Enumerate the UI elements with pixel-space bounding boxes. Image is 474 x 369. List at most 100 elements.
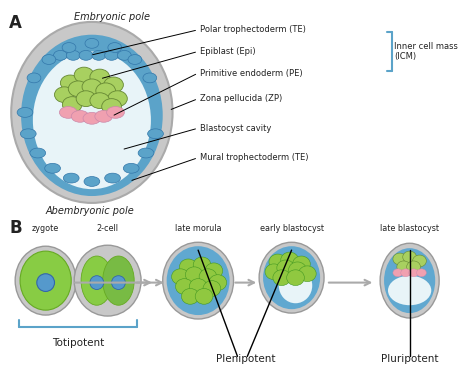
Ellipse shape <box>182 289 199 304</box>
Ellipse shape <box>407 261 420 273</box>
Ellipse shape <box>138 148 154 158</box>
Ellipse shape <box>64 173 79 183</box>
Ellipse shape <box>263 246 320 309</box>
Ellipse shape <box>118 51 131 60</box>
Ellipse shape <box>84 176 100 186</box>
Ellipse shape <box>85 38 99 48</box>
Ellipse shape <box>384 248 435 313</box>
Ellipse shape <box>108 91 128 107</box>
Text: B: B <box>9 219 22 237</box>
Ellipse shape <box>409 269 419 277</box>
Text: Pluripotent: Pluripotent <box>381 354 438 365</box>
Ellipse shape <box>265 264 283 280</box>
Ellipse shape <box>172 269 189 284</box>
Ellipse shape <box>299 266 316 282</box>
Ellipse shape <box>269 254 287 270</box>
Text: Blastocyst cavity: Blastocyst cavity <box>200 124 272 132</box>
Ellipse shape <box>393 253 407 265</box>
Ellipse shape <box>123 163 139 173</box>
Ellipse shape <box>76 91 96 107</box>
Ellipse shape <box>273 270 291 286</box>
Text: Mural trophectoderm (TE): Mural trophectoderm (TE) <box>200 153 309 162</box>
Ellipse shape <box>167 246 229 315</box>
Text: 2-cell: 2-cell <box>97 224 118 232</box>
Circle shape <box>37 274 55 292</box>
Ellipse shape <box>401 269 410 277</box>
Ellipse shape <box>189 279 207 294</box>
Text: Polar trophectoderm (TE): Polar trophectoderm (TE) <box>200 25 306 34</box>
Ellipse shape <box>54 51 67 60</box>
Ellipse shape <box>281 252 299 268</box>
Circle shape <box>111 276 125 290</box>
Text: Inner cell mass
(ICM): Inner cell mass (ICM) <box>394 42 458 61</box>
Text: Embryonic pole: Embryonic pole <box>73 12 150 22</box>
Ellipse shape <box>90 69 109 85</box>
Ellipse shape <box>205 263 223 279</box>
Ellipse shape <box>66 51 80 60</box>
Text: Abembryonic pole: Abembryonic pole <box>46 206 134 216</box>
Text: Epiblast (Epi): Epiblast (Epi) <box>200 47 256 56</box>
Ellipse shape <box>20 251 71 310</box>
Ellipse shape <box>397 261 410 273</box>
Ellipse shape <box>11 22 173 203</box>
Ellipse shape <box>380 243 439 318</box>
Ellipse shape <box>63 97 82 113</box>
Ellipse shape <box>21 35 163 196</box>
Ellipse shape <box>83 113 101 124</box>
Ellipse shape <box>74 67 94 83</box>
Ellipse shape <box>163 242 234 319</box>
Text: late morula: late morula <box>175 224 221 232</box>
Ellipse shape <box>102 99 121 114</box>
Text: early blastocyst: early blastocyst <box>260 224 324 232</box>
Ellipse shape <box>30 148 46 158</box>
Ellipse shape <box>71 110 89 122</box>
Ellipse shape <box>68 81 88 97</box>
Ellipse shape <box>107 107 124 118</box>
Ellipse shape <box>279 268 312 303</box>
Ellipse shape <box>79 51 93 60</box>
Ellipse shape <box>393 269 403 277</box>
Ellipse shape <box>185 267 203 283</box>
Ellipse shape <box>27 73 41 83</box>
Ellipse shape <box>96 83 116 99</box>
Ellipse shape <box>259 242 324 313</box>
Ellipse shape <box>20 129 36 139</box>
Ellipse shape <box>412 255 426 267</box>
Text: Plenipotent: Plenipotent <box>216 354 275 365</box>
Ellipse shape <box>92 51 106 60</box>
Ellipse shape <box>95 110 112 122</box>
Ellipse shape <box>199 269 217 284</box>
Ellipse shape <box>292 256 310 272</box>
Ellipse shape <box>195 289 213 304</box>
Ellipse shape <box>403 251 417 263</box>
Ellipse shape <box>74 245 141 316</box>
Ellipse shape <box>104 77 123 93</box>
Ellipse shape <box>62 42 76 52</box>
Ellipse shape <box>15 246 76 315</box>
Ellipse shape <box>128 55 142 65</box>
Ellipse shape <box>277 260 294 276</box>
Ellipse shape <box>17 107 33 117</box>
Ellipse shape <box>81 256 112 305</box>
Ellipse shape <box>55 87 74 103</box>
Ellipse shape <box>59 107 77 118</box>
Text: Primitive endoderm (PE): Primitive endoderm (PE) <box>200 69 303 77</box>
Text: A: A <box>9 14 22 32</box>
Ellipse shape <box>417 269 426 277</box>
Ellipse shape <box>209 275 227 290</box>
Ellipse shape <box>147 129 164 139</box>
Ellipse shape <box>105 51 118 60</box>
Circle shape <box>90 276 104 290</box>
Text: late blastocyst: late blastocyst <box>380 224 439 232</box>
Ellipse shape <box>175 279 193 294</box>
Ellipse shape <box>33 51 151 189</box>
Text: zygote: zygote <box>32 224 59 232</box>
Ellipse shape <box>90 93 109 108</box>
Ellipse shape <box>180 259 197 275</box>
Ellipse shape <box>193 257 211 273</box>
Ellipse shape <box>143 73 157 83</box>
Text: Totipotent: Totipotent <box>52 338 104 348</box>
Ellipse shape <box>42 55 56 65</box>
Ellipse shape <box>289 262 306 278</box>
Ellipse shape <box>45 163 61 173</box>
